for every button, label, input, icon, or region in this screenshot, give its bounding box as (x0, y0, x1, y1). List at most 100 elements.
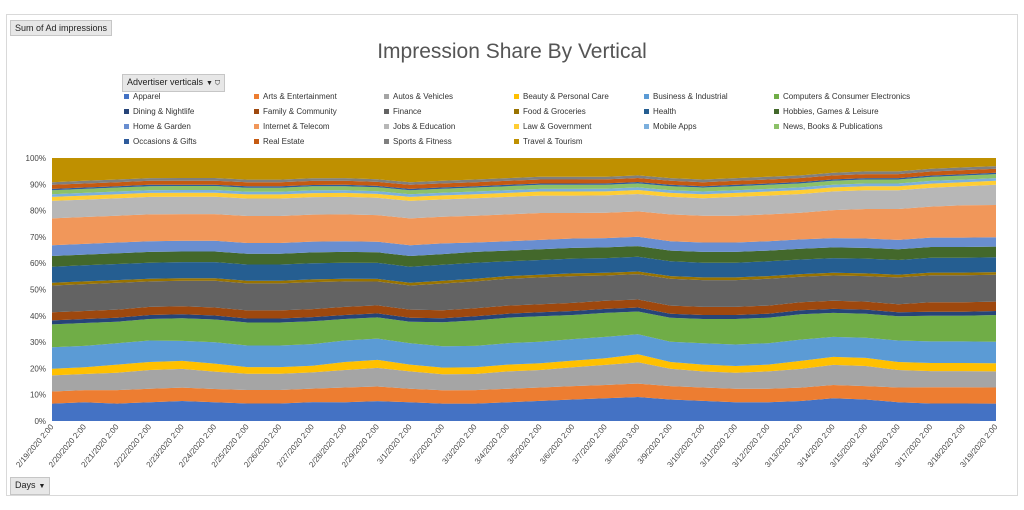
legend-label: Travel & Tourism (523, 136, 583, 146)
legend-swatch (254, 138, 259, 144)
legend-swatch (774, 93, 779, 99)
sum-of-ad-impressions-field-button[interactable]: Sum of Ad impressions (10, 20, 113, 36)
legend-item: Travel & Tourism (514, 135, 644, 147)
legend-label: Law & Government (523, 121, 592, 131)
legend-label: Real Estate (263, 136, 305, 146)
area-series-mobile-apps (52, 178, 996, 197)
area-series-sports-fitness (52, 166, 996, 185)
area-series-apparel (52, 397, 996, 421)
y-tick-label: 80% (30, 207, 46, 216)
legend-item: Business & Industrial (644, 90, 774, 102)
y-tick-label: 50% (30, 286, 46, 295)
chart-title: Impression Share By Vertical (377, 40, 647, 63)
area-series-real-estate (52, 168, 996, 189)
legend-swatch (644, 123, 649, 129)
area-series-hobbies-games-leisure (52, 246, 996, 267)
legend-label: Jobs & Education (393, 121, 456, 131)
axis-field-label: Days (15, 480, 36, 490)
legend-swatch (514, 123, 519, 129)
y-tick-label: 100% (26, 154, 46, 163)
legend-label: Business & Industrial (653, 91, 728, 101)
legend-swatch (384, 123, 389, 129)
area-series-jobs-education (52, 184, 996, 219)
legend-swatch (124, 93, 129, 99)
legend-item: Mobile Apps (644, 120, 774, 132)
legend-item: Home & Garden (124, 120, 254, 132)
legend-swatch (124, 123, 129, 129)
area-series-law-government (52, 180, 996, 201)
area-series-computers-consumer-electronics (52, 311, 996, 348)
y-tick-label: 40% (30, 312, 46, 321)
area-series-business-industrial (52, 334, 996, 369)
y-tick-label: 0% (34, 417, 46, 426)
legend-label: Arts & Entertainment (263, 91, 337, 101)
legend-item: Sports & Fitness (384, 135, 514, 147)
legend-item: Occasions & Gifts (124, 135, 254, 147)
legend-label: Home & Garden (133, 121, 191, 131)
y-tick-label: 70% (30, 233, 46, 242)
legend-item: Computers & Consumer Electronics (774, 90, 944, 102)
area-series-home-garden (52, 236, 996, 256)
area-series-internet-telecom (52, 205, 996, 246)
legend-item: News, Books & Publications (774, 120, 944, 132)
days-dropdown-icon: ▼ (38, 483, 46, 490)
legend-item: Health (644, 105, 774, 117)
area-series-food-groceries (52, 271, 996, 286)
legend-swatch (254, 123, 259, 129)
y-tick-label: 90% (30, 180, 46, 189)
legend-item: Family & Community (254, 105, 384, 117)
days-field-button[interactable]: Days ▼ (10, 477, 51, 495)
legend-swatch (644, 108, 649, 114)
y-tick-label: 60% (30, 259, 46, 268)
legend-swatch (774, 108, 779, 114)
legend-label: Health (653, 106, 677, 116)
area-series-family-community (52, 299, 996, 321)
value-field-label: Sum of Ad impressions (15, 23, 108, 33)
legend-item: Beauty & Personal Care (514, 90, 644, 102)
legend-swatch (774, 123, 779, 129)
legend-label: Apparel (133, 91, 161, 101)
area-series-arts-entertainment (52, 383, 996, 404)
legend-item: Apparel (124, 90, 254, 102)
legend-swatch (644, 93, 649, 99)
legend-label: Food & Groceries (523, 106, 586, 116)
advertiser-verticals-filter-button[interactable]: Advertiser verticals ▼ ⛉ (122, 74, 226, 92)
y-tick-label: 20% (30, 364, 46, 373)
chart-legend: Apparel Arts & Entertainment Autos & Vehic… (124, 90, 1024, 147)
legend-item: Real Estate (254, 135, 384, 147)
legend-swatch (254, 93, 259, 99)
legend-swatch (384, 138, 389, 144)
legend-swatch (384, 108, 389, 114)
area-series-travel-tourism (52, 158, 996, 183)
y-tick-label: 30% (30, 338, 46, 347)
legend-label: Occasions & Gifts (133, 136, 197, 146)
legend-label: Beauty & Personal Care (523, 91, 609, 101)
legend-swatch (124, 108, 129, 114)
legend-label: Internet & Telecom (263, 121, 330, 131)
legend-swatch (514, 108, 519, 114)
area-series-dining-nightlife (52, 307, 996, 325)
legend-item: Food & Groceries (514, 105, 644, 117)
filter-dropdown-icon: ▼ ⛉ (206, 80, 221, 87)
legend-label: Dining & Nightlife (133, 106, 195, 116)
legend-swatch (514, 138, 519, 144)
area-series-health (52, 256, 996, 283)
legend-label: Mobile Apps (653, 121, 697, 131)
legend-label: Sports & Fitness (393, 136, 452, 146)
legend-item: Dining & Nightlife (124, 105, 254, 117)
legend-label: Computers & Consumer Electronics (783, 91, 911, 101)
legend-item: Finance (384, 105, 514, 117)
y-tick-label: 10% (30, 391, 46, 400)
legend-label: News, Books & Publications (783, 121, 883, 131)
legend-label: Hobbies, Games & Leisure (783, 106, 879, 116)
legend-label: Finance (393, 106, 422, 116)
legend-label: Autos & Vehicles (393, 91, 454, 101)
legend-item: Internet & Telecom (254, 120, 384, 132)
legend-swatch (254, 108, 259, 114)
legend-item: Arts & Entertainment (254, 90, 384, 102)
legend-swatch (384, 93, 389, 99)
legend-item: Autos & Vehicles (384, 90, 514, 102)
area-series-finance (52, 274, 996, 313)
legend-swatch (124, 138, 129, 144)
